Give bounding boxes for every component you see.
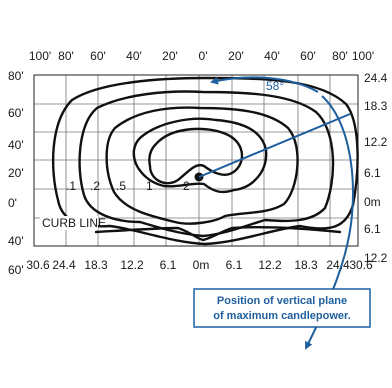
contour-value-labels: .1 .2 .5 1 2 (66, 179, 190, 193)
left-tick-label: 40' (8, 138, 24, 152)
right-tick-label: 6.1 (364, 166, 381, 180)
curb-line-sag (94, 226, 342, 242)
curb-line-label-bg (40, 216, 98, 230)
top-tick-label: 80' (58, 49, 74, 63)
top-tick-label: 60' (300, 49, 316, 63)
top-tick-label: 40' (126, 49, 142, 63)
label-0-2: .2 (90, 179, 100, 193)
top-axis-feet: 100' 80' 60' 40' 20' 0' 20' 40' 60' 80' 100' (29, 49, 374, 63)
bottom-tick-label: 6.1 (160, 258, 177, 272)
top-tick-label: 0' (199, 49, 208, 63)
callout-line-1: Position of vertical plane (217, 295, 347, 307)
bottom-tick-label: 12.2 (258, 258, 282, 272)
bottom-tick-label: 18.3 (294, 258, 318, 272)
left-tick-label: 60' (8, 263, 24, 277)
bottom-axis-meters: 30.6 24.4 18.3 12.2 6.1 0m 6.1 12.2 18.3 24.4 30.6 (26, 258, 373, 272)
top-tick-label: 100' (29, 49, 51, 63)
left-tick-label: 80' (8, 69, 24, 83)
right-tick-label: 12.2 (364, 251, 388, 265)
curb-line-label: CURB LINE (42, 216, 106, 230)
contour-0-5 (105, 106, 299, 225)
angle-arc-arrow (210, 76, 319, 93)
left-axis-feet: 80' 60' 40' 20' 0' 40' 60' (8, 69, 24, 277)
right-tick-label: 12.2 (364, 135, 388, 149)
callout-box (193, 288, 371, 328)
top-tick-label: 40' (264, 49, 280, 63)
top-tick-label: 60' (90, 49, 106, 63)
bottom-tick-label: 30.6 (349, 258, 373, 272)
left-tick-label: 0' (8, 196, 17, 210)
callout-line-2: of maximum candlepower. (213, 310, 351, 322)
right-tick-label: 18.3 (364, 99, 388, 113)
bottom-tick-label: 0m (193, 258, 210, 272)
contour-1 (132, 117, 268, 194)
top-tick-label: 80' (332, 49, 348, 63)
left-tick-label: 20' (8, 166, 24, 180)
top-tick-label: 20' (228, 49, 244, 63)
left-tick-label: 40' (8, 234, 24, 248)
bottom-tick-label: 30.6 (26, 258, 50, 272)
contour-2 (148, 127, 244, 185)
bottom-tick-label: 12.2 (120, 258, 144, 272)
label-0-1: .1 (66, 179, 76, 193)
bottom-tick-label: 18.3 (84, 258, 108, 272)
label-0-5: .5 (116, 179, 126, 193)
top-tick-label: 20' (162, 49, 178, 63)
right-tick-label: 0m (364, 195, 381, 209)
right-axis-meters: 24.4 18.3 12.2 6.1 0m 6.1 12.2 (364, 71, 388, 265)
top-tick-label: 100' (352, 49, 374, 63)
angle-label: 58° (266, 79, 284, 93)
label-1: 1 (146, 179, 153, 193)
right-tick-label: 24.4 (364, 71, 388, 85)
left-tick-label: 60' (8, 106, 24, 120)
right-tick-label: 6.1 (364, 222, 381, 236)
bottom-tick-label: 24.4 (52, 258, 76, 272)
label-2: 2 (183, 179, 190, 193)
bottom-tick-label: 24.4 (326, 258, 350, 272)
max-candlepower-plane-line (198, 113, 351, 178)
contour-0-2 (78, 90, 335, 238)
bottom-tick-label: 6.1 (226, 258, 243, 272)
